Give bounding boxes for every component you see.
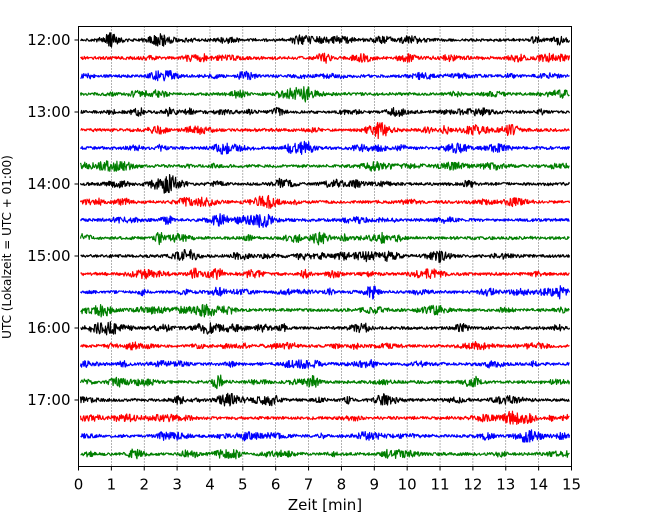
- seismic-trace: [80, 121, 570, 140]
- x-axis-label: Zeit [min]: [288, 496, 362, 514]
- x-tick-label: 11: [430, 476, 449, 494]
- x-tick-label: 6: [271, 476, 281, 494]
- seismic-trace: [79, 213, 570, 228]
- plot-frame: [78, 26, 572, 467]
- seismic-trace: [79, 194, 571, 209]
- seismic-trace: [79, 160, 570, 172]
- y-tick-label: 15:00: [27, 247, 70, 265]
- x-tick-label: 0: [74, 476, 84, 494]
- x-tick-label: 7: [304, 476, 314, 494]
- y-tick-label: 14:00: [27, 175, 70, 193]
- y-tick-label: 12:00: [27, 31, 70, 49]
- seismic-trace: [79, 341, 570, 351]
- seismic-trace: [80, 249, 571, 264]
- x-tick-label: 4: [205, 476, 215, 494]
- x-tick-label: 13: [496, 476, 515, 494]
- seismic-trace: [79, 285, 571, 300]
- x-tick-label: 10: [398, 476, 417, 494]
- x-axis-ticks: 0 1 2 3 4 5 6 7 8 9 10 11 12 13 14 15: [74, 466, 581, 494]
- y-tick-label: 13:00: [27, 103, 70, 121]
- seismic-trace: [80, 32, 571, 48]
- y-axis-ticks: 12:00 13:00 14:00 15:00 16:00 17:00: [27, 31, 79, 409]
- seismic-trace: [80, 52, 571, 64]
- x-tick-label: 8: [337, 476, 347, 494]
- seismic-trace: [80, 69, 570, 82]
- x-tick-label: 2: [139, 476, 149, 494]
- seismic-trace: [79, 231, 570, 246]
- seismic-trace: [80, 429, 571, 443]
- seismic-trace: [80, 448, 570, 460]
- seismic-traces: [79, 32, 571, 460]
- x-tick-label: 14: [529, 476, 548, 494]
- seismic-trace: [79, 410, 570, 425]
- y-tick-label: 17:00: [27, 391, 70, 409]
- x-tick-label: 1: [107, 476, 117, 494]
- seismic-trace: [79, 359, 570, 370]
- x-tick-label: 3: [172, 476, 182, 494]
- grid-lines: [111, 26, 539, 467]
- seismic-trace: [79, 140, 571, 155]
- x-tick-label: 15: [562, 476, 581, 494]
- seismic-trace: [80, 321, 571, 336]
- seismic-trace: [80, 303, 570, 318]
- seismic-trace: [79, 392, 570, 407]
- seismic-trace: [80, 267, 570, 281]
- y-axis-label: UTC (Lokalzeit = UTC + 01:00): [0, 155, 14, 339]
- seismic-trace: [80, 106, 571, 118]
- x-tick-label: 12: [463, 476, 482, 494]
- seismic-trace: [79, 374, 571, 390]
- y-tick-label: 16:00: [27, 319, 70, 337]
- seismic-trace: [79, 86, 570, 103]
- x-tick-label: 9: [370, 476, 380, 494]
- seismic-trace: [79, 173, 571, 194]
- x-tick-label: 5: [238, 476, 248, 494]
